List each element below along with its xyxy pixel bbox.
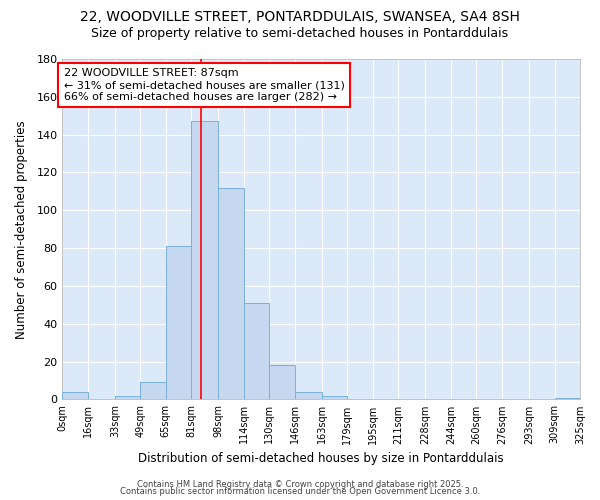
Bar (218, 188, 244, 400)
Text: 22, WOODVILLE STREET, PONTARDDULAIS, SWANSEA, SA4 8SH: 22, WOODVILLE STREET, PONTARDDULAIS, SWA… (80, 10, 520, 24)
Bar (295, 392, 322, 400)
Bar (244, 303, 269, 400)
X-axis label: Distribution of semi-detached houses by size in Pontarddulais: Distribution of semi-detached houses by … (139, 452, 504, 465)
Bar (115, 396, 140, 400)
Y-axis label: Number of semi-detached properties: Number of semi-detached properties (15, 120, 28, 338)
Bar (554, 398, 580, 400)
Text: 22 WOODVILLE STREET: 87sqm
← 31% of semi-detached houses are smaller (131)
66% o: 22 WOODVILLE STREET: 87sqm ← 31% of semi… (64, 68, 345, 102)
Bar (62, 392, 88, 400)
Bar (269, 366, 295, 400)
Text: Contains HM Land Registry data © Crown copyright and database right 2025.: Contains HM Land Registry data © Crown c… (137, 480, 463, 489)
Bar (191, 122, 218, 400)
Text: Size of property relative to semi-detached houses in Pontarddulais: Size of property relative to semi-detach… (91, 28, 509, 40)
Text: Contains public sector information licensed under the Open Government Licence 3.: Contains public sector information licen… (120, 487, 480, 496)
Bar (322, 396, 347, 400)
Bar (140, 382, 166, 400)
Bar (166, 246, 191, 400)
